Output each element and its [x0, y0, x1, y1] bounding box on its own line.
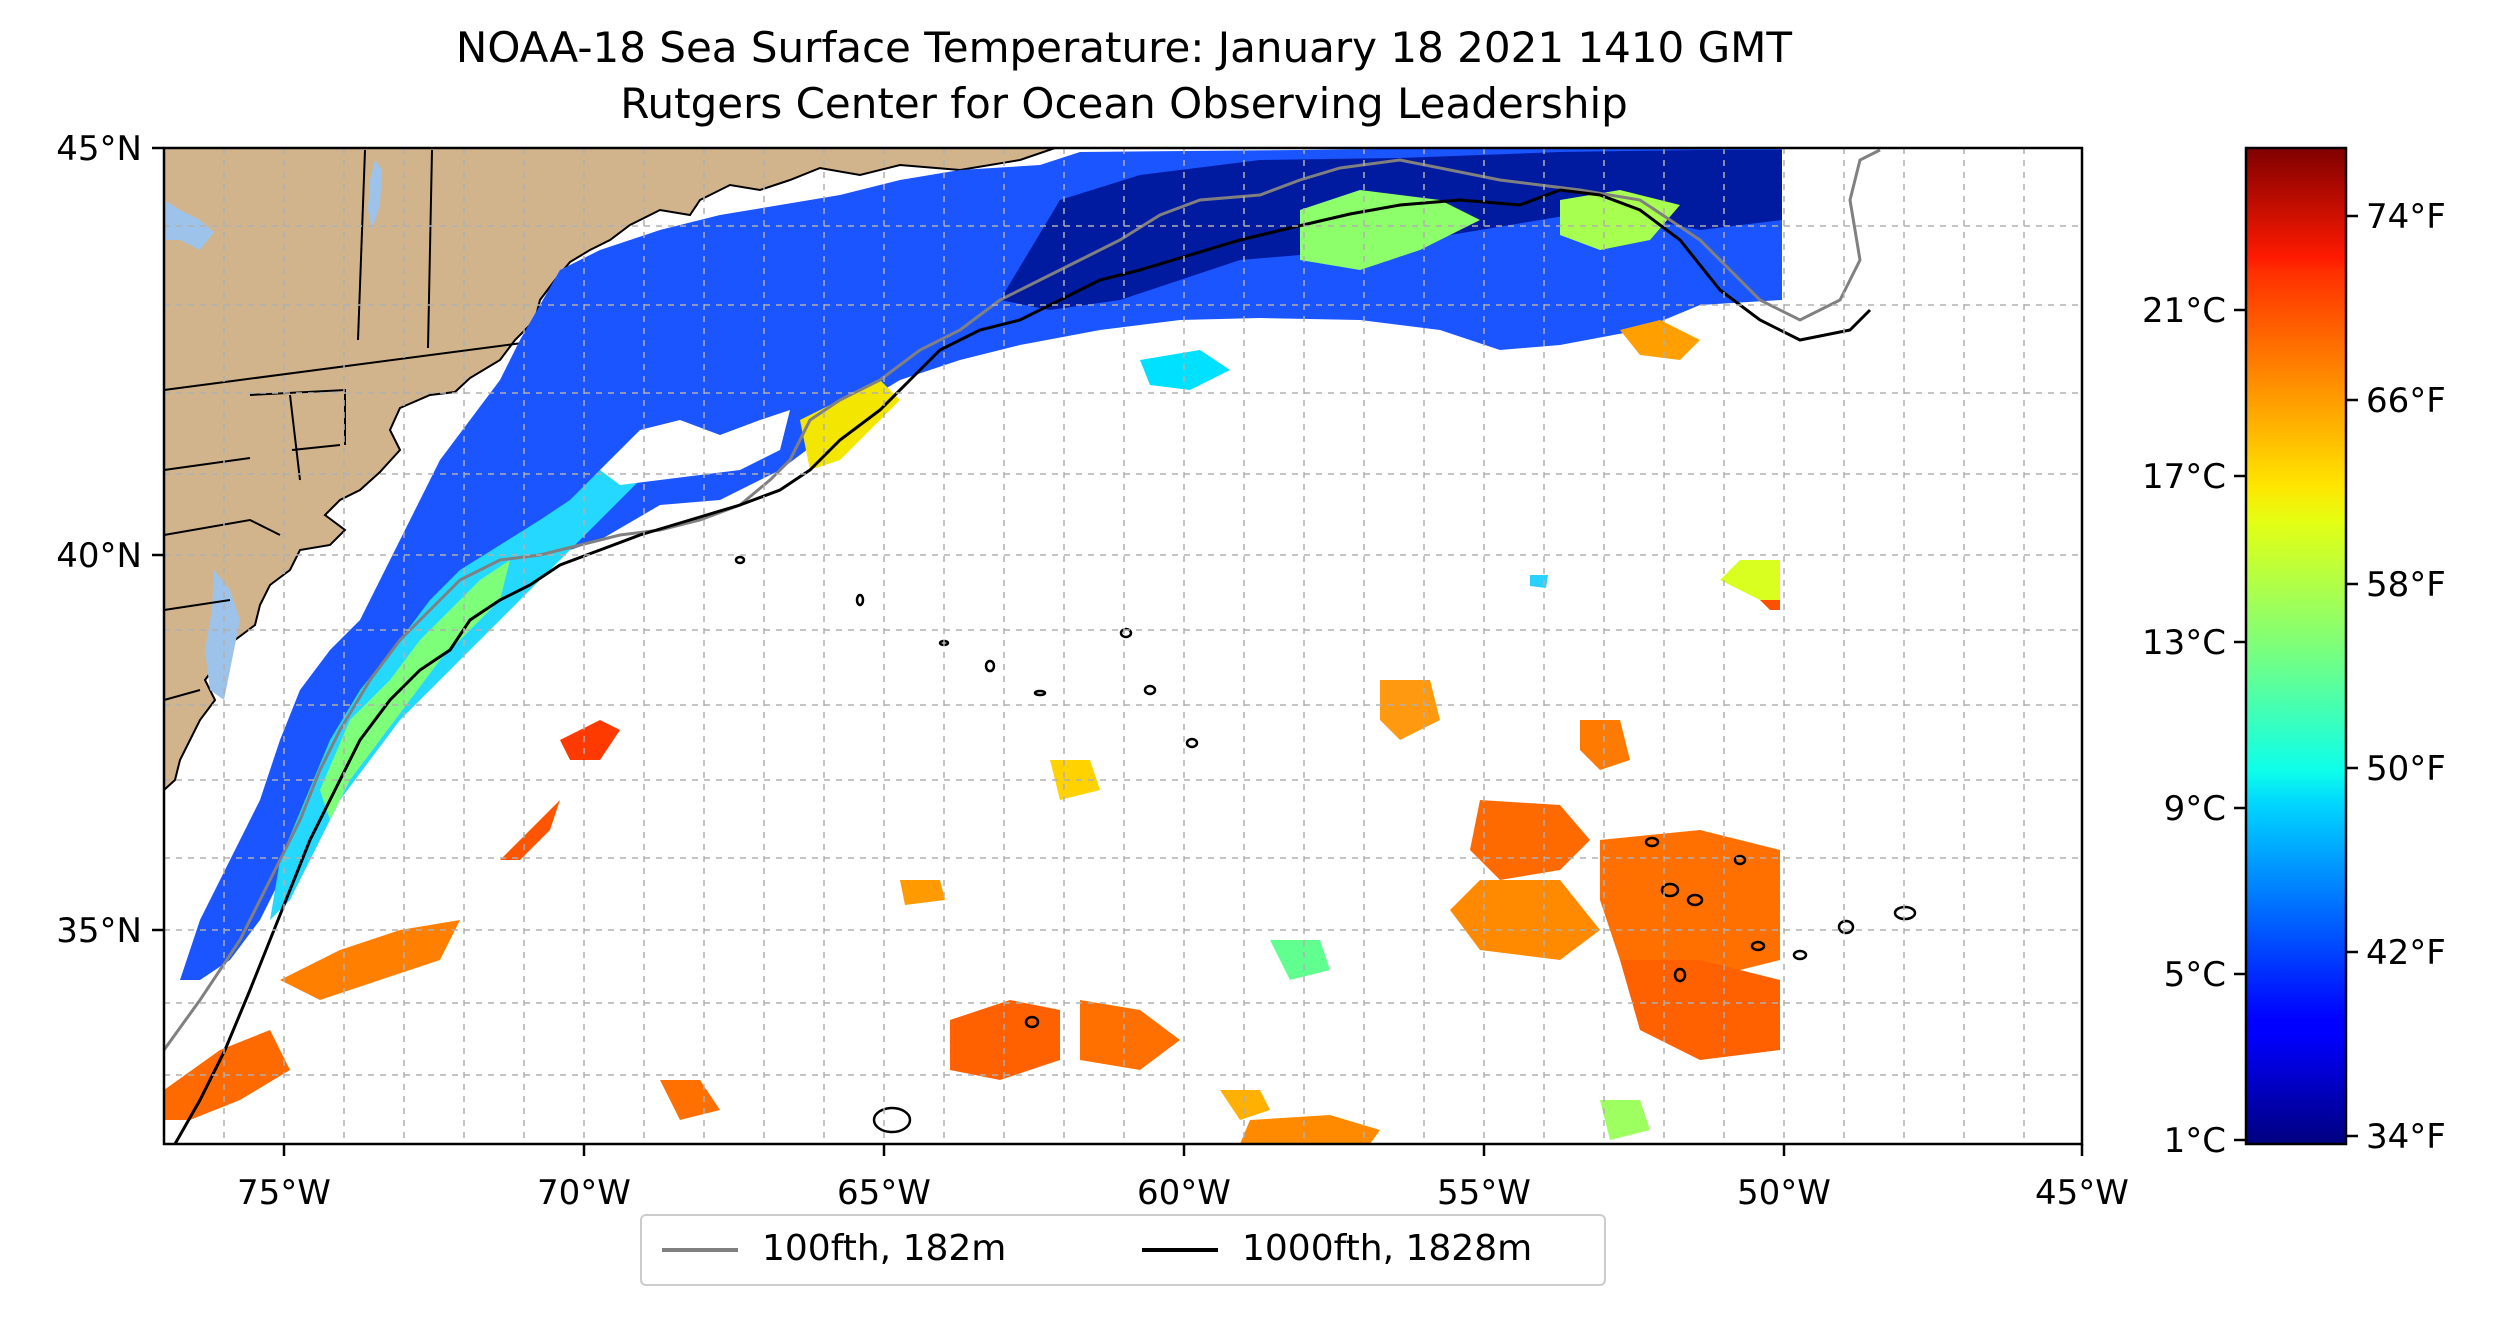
sst-cluster-7 — [950, 1000, 1060, 1080]
sst-cluster-9 — [280, 920, 460, 1000]
legend: 100fth, 182m 1000fth, 1828m — [640, 1214, 1606, 1286]
sst-cluster-13 — [1240, 1115, 1380, 1144]
lon-tick-label: 65°W — [837, 1173, 931, 1213]
sst-cluster-21 — [1050, 760, 1100, 800]
lat-tick-label: 35°N — [56, 911, 142, 951]
sst-cluster-17 — [1760, 600, 1780, 610]
sst-cluster-6 — [1580, 720, 1630, 770]
fahrenheit-tick-label: 42°F — [2366, 933, 2446, 973]
sst-cluster-23 — [660, 1080, 720, 1120]
sst-orange-ne — [1620, 320, 1700, 360]
sst-cluster-5 — [1380, 680, 1440, 740]
sst-cluster-11 — [500, 800, 560, 860]
colorbar-ticks — [2234, 214, 2358, 1142]
legend-line-gray — [662, 1248, 738, 1252]
sst-yellow-band — [800, 380, 900, 470]
lon-tick-label: 75°W — [237, 1173, 331, 1213]
lake-ontario-shore — [164, 200, 214, 250]
sst-cluster-12 — [560, 720, 620, 760]
celsius-tick-label: 5°C — [2164, 955, 2226, 995]
legend-line-black — [1142, 1248, 1218, 1252]
celsius-tick-label: 21°C — [2142, 291, 2226, 331]
fahrenheit-tick-label: 74°F — [2366, 197, 2446, 237]
map-subtitle: Rutgers Center for Ocean Observing Leade… — [620, 79, 1628, 128]
isobath-1000fth — [173, 188, 1872, 1144]
lat-tick-label: 40°N — [56, 536, 142, 576]
no-data-mask-2 — [1782, 148, 2082, 1144]
celsius-tick-label: 9°C — [2164, 789, 2226, 829]
fahrenheit-tick-label: 66°F — [2366, 381, 2446, 421]
graticule — [164, 148, 2082, 1144]
celsius-tick-label: 1°C — [2164, 1121, 2226, 1161]
sst-cluster-2 — [1450, 880, 1600, 960]
sst-cluster-16 — [1720, 560, 1780, 600]
sst-cyan-band — [270, 450, 640, 920]
sst-cluster-20 — [1270, 940, 1330, 980]
lon-tick-label: 50°W — [1737, 1173, 1831, 1213]
celsius-tick-label: 13°C — [2142, 623, 2226, 663]
legend-label: 100fth, 182m — [762, 1228, 1007, 1269]
sst-cluster-8 — [1080, 1000, 1180, 1070]
sst-cluster-18 — [1530, 575, 1548, 588]
lon-tick-label: 45°W — [2035, 1173, 2129, 1213]
no-data-mask — [600, 410, 790, 485]
lon-tick-label: 55°W — [1437, 1173, 1531, 1213]
sst-cluster-15 — [1600, 1100, 1650, 1140]
celsius-tick-label: 17°C — [2142, 457, 2226, 497]
sst-green-band — [320, 560, 510, 820]
sst-shelf-blue — [180, 148, 1782, 980]
lat-tick-label: 45°N — [56, 129, 142, 169]
seamounts — [734, 555, 1917, 1134]
lon-tick-label: 60°W — [1137, 1173, 1231, 1213]
sst-cluster-3 — [1600, 830, 1780, 980]
sst-cluster-1 — [1470, 800, 1590, 880]
fahrenheit-tick-label: 50°F — [2366, 749, 2446, 789]
lon-tick-label: 70°W — [537, 1173, 631, 1213]
map-frame — [162, 146, 2084, 1146]
state-borders — [164, 149, 561, 701]
legend-label: 1000fth, 1828m — [1242, 1228, 1533, 1269]
sst-cluster-14 — [1220, 1090, 1270, 1120]
fahrenheit-tick-label: 34°F — [2366, 1117, 2446, 1157]
sst-cluster-19 — [1140, 350, 1230, 390]
lake-champlain — [368, 160, 382, 230]
fahrenheit-tick-label: 58°F — [2366, 565, 2446, 605]
map-area — [164, 148, 2082, 1144]
sst-slope-green — [1300, 190, 1480, 270]
map-title: NOAA-18 Sea Surface Temperature: January… — [455, 23, 1793, 72]
sst-data — [164, 148, 1782, 1144]
sst-cluster-22 — [900, 880, 945, 905]
axis-ticks — [152, 146, 2084, 1156]
colorbar — [2244, 146, 2348, 1146]
sst-cluster-4 — [1620, 960, 1780, 1060]
isobath-100fth — [164, 148, 1881, 1051]
